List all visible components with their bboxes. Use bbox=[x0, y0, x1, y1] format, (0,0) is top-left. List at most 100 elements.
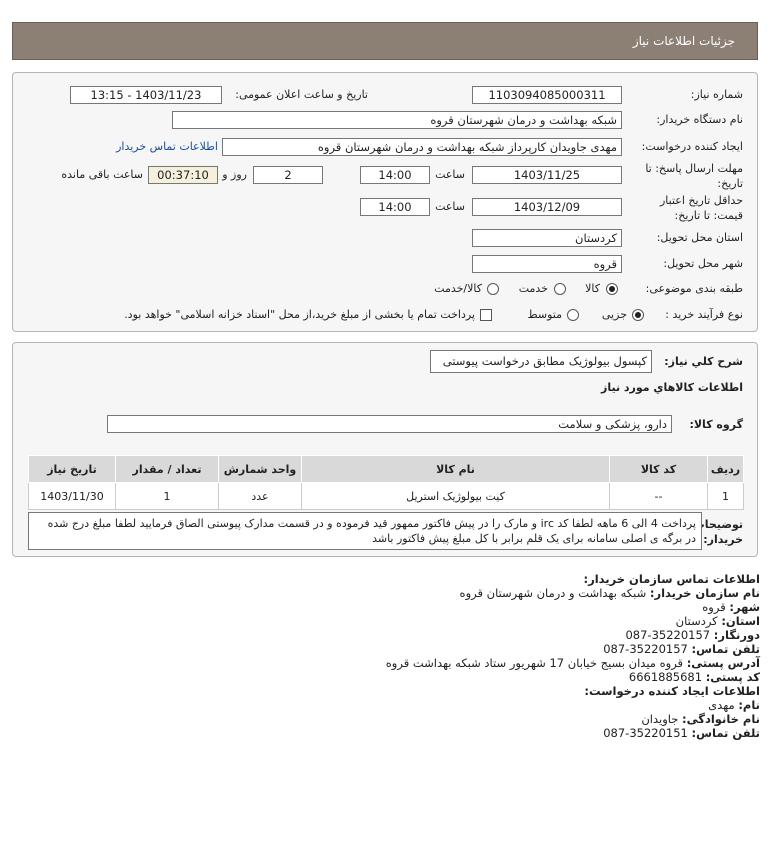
contact-value: شبکه بهداشت و درمان شهرستان قروه bbox=[459, 586, 647, 600]
field-value: 2 bbox=[253, 166, 323, 184]
field-label: ساعت باقی مانده bbox=[61, 168, 143, 181]
field-value: قروه bbox=[472, 255, 622, 273]
contact-link[interactable]: اطلاعات تماس خریدار bbox=[116, 140, 218, 153]
table-row: 1 -- کیت بیولوژیک استریل عدد 1 1403/11/3… bbox=[28, 482, 744, 510]
field-label: ایجاد کننده درخواست: bbox=[641, 140, 743, 153]
contact-value: 087-35220157 bbox=[603, 642, 688, 656]
field-value: کپسول بیولوژیک مطابق درخواست پیوستی bbox=[430, 350, 652, 373]
contact-label: استان: bbox=[721, 614, 760, 628]
field-value: شبکه بهداشت و درمان شهرستان قروه bbox=[172, 111, 622, 129]
checkbox-label: پرداخت تمام یا بخشی از مبلغ خرید،از محل … bbox=[124, 308, 475, 321]
contact-label: اطلاعات ایجاد کننده درخواست: bbox=[584, 684, 760, 698]
contact-line: نام سازمان خریدار: شبکه بهداشت و درمان ش… bbox=[460, 586, 760, 600]
field-label: ساعت bbox=[435, 200, 465, 213]
contact-line: تلفن تماس: 087-35220157 bbox=[603, 642, 760, 656]
radio[interactable] bbox=[554, 283, 566, 295]
field-label: مهلت ارسال پاسخ: تا bbox=[645, 162, 743, 175]
contact-value: قروه میدان بسیج خیابان 17 شهریور ستاد شب… bbox=[385, 656, 684, 670]
radio[interactable] bbox=[567, 309, 579, 321]
cell: -- bbox=[609, 482, 708, 510]
field-value: مهدی جاویدان کارپرداز شبکه بهداشت و درما… bbox=[222, 138, 622, 156]
field-label: نام دستگاه خریدار: bbox=[656, 113, 743, 126]
header-title: جزئیات اطلاعات نیاز bbox=[632, 34, 735, 48]
cell: 1 bbox=[115, 482, 219, 510]
contact-label: نام خانوادگی: bbox=[682, 712, 760, 726]
field-value: 1403/12/09 bbox=[472, 198, 622, 216]
field-label: حداقل تاریخ اعتبار bbox=[659, 194, 743, 207]
header-bar: جزئیات اطلاعات نیاز bbox=[12, 22, 758, 60]
contact-label: شهر: bbox=[729, 600, 760, 614]
cell: 1403/11/30 bbox=[28, 482, 116, 510]
contact-value: مهدی bbox=[708, 698, 735, 712]
radio-label: کالا bbox=[585, 282, 600, 295]
field-value: 1403/11/23 - 13:15 bbox=[70, 86, 222, 104]
contact-line: کد پستی: 6661885681 bbox=[629, 670, 760, 684]
field-value: 00:37:10 bbox=[148, 166, 218, 184]
table-header: ردیف کد کالا نام کالا واحد شمارش تعداد /… bbox=[28, 455, 744, 483]
contact-line: شهر: قروه bbox=[702, 600, 760, 614]
goods-table: ردیف کد کالا نام کالا واحد شمارش تعداد /… bbox=[28, 455, 744, 510]
contact-label: دورنگار: bbox=[713, 628, 760, 642]
contact-line: اطلاعات ایجاد کننده درخواست: bbox=[584, 684, 760, 698]
contact-line: تلفن تماس: 087-35220151 bbox=[603, 726, 760, 740]
contact-line: آدرس پستی: قروه میدان بسیج خیابان 17 شهر… bbox=[386, 656, 760, 670]
field-value: 1403/11/25 bbox=[472, 166, 622, 184]
field-value: کردستان bbox=[472, 229, 622, 247]
field-label: گروه کالا: bbox=[689, 418, 743, 431]
column-header: واحد شمارش bbox=[218, 455, 302, 483]
contact-line: دورنگار: 087-35220157 bbox=[625, 628, 760, 642]
field-label: استان محل تحویل: bbox=[656, 231, 743, 244]
contact-label: تلفن تماس: bbox=[691, 642, 760, 656]
field-value: دارو، پزشکی و سلامت bbox=[107, 415, 672, 433]
field-label: شرح کلي نياز: bbox=[664, 355, 743, 368]
radio-label: کالا/خدمت bbox=[434, 282, 482, 295]
radio-label: خدمت bbox=[518, 282, 548, 295]
column-header: ردیف bbox=[707, 455, 744, 483]
field-label: توضیحات bbox=[693, 518, 743, 531]
field-label: تاریخ و ساعت اعلان عمومی: bbox=[235, 88, 368, 101]
contact-label: کد پستی: bbox=[705, 670, 760, 684]
radio[interactable] bbox=[487, 283, 499, 295]
column-header: تاریخ نیاز bbox=[28, 455, 116, 483]
field-value: 14:00 bbox=[360, 166, 430, 184]
contact-value: 087-35220157 bbox=[625, 628, 711, 642]
cell: کیت بیولوژیک استریل bbox=[301, 482, 610, 510]
contact-label: آدرس پستی: bbox=[686, 656, 760, 670]
field-label: شهر محل تحویل: bbox=[663, 257, 743, 270]
contact-value: قروه bbox=[702, 600, 726, 614]
field-label: قیمت: تا تاریخ: bbox=[674, 209, 743, 222]
radio-label: جزیی bbox=[601, 308, 627, 321]
contact-line: استان: کردستان bbox=[676, 614, 760, 628]
contact-value: 6661885681 bbox=[628, 670, 703, 684]
contact-label: نام سازمان خریدار: bbox=[649, 586, 760, 600]
contact-label: نام: bbox=[738, 698, 760, 712]
checkbox[interactable] bbox=[480, 309, 492, 321]
column-header: نام کالا bbox=[301, 455, 610, 483]
field-label: روز و bbox=[222, 168, 247, 181]
field-label: خریدار: bbox=[703, 533, 743, 546]
radio-label: متوسط bbox=[527, 308, 562, 321]
radio[interactable] bbox=[632, 309, 644, 321]
contact-value: 087-35220151 bbox=[603, 726, 688, 740]
field-label: تاریخ: bbox=[717, 177, 743, 190]
section-title: اطلاعات کالاهاي مورد نياز bbox=[601, 381, 743, 394]
cell: عدد bbox=[218, 482, 302, 510]
contact-value: جاویدان bbox=[641, 712, 679, 726]
contact-label: تلفن تماس: bbox=[691, 726, 760, 740]
column-header: کد کالا bbox=[609, 455, 708, 483]
column-header: تعداد / مقدار bbox=[115, 455, 219, 483]
contact-line: نام خانوادگی: جاویدان bbox=[641, 712, 760, 726]
field-label: نوع فرآیند خرید : bbox=[665, 308, 743, 321]
contact-label: اطلاعات تماس سازمان خریدار: bbox=[583, 572, 760, 586]
contact-line: اطلاعات تماس سازمان خریدار: bbox=[583, 572, 760, 586]
contact-line: نام: مهدی bbox=[708, 698, 760, 712]
field-value: 1103094085000311 bbox=[472, 86, 622, 104]
notes: پرداخت 4 الی 6 ماهه لطفا کد irc و مارک ر… bbox=[28, 512, 702, 550]
field-label: طبقه بندی موضوعی: bbox=[645, 282, 743, 295]
cell: 1 bbox=[707, 482, 744, 510]
field-label: شماره نیاز: bbox=[690, 88, 743, 101]
radio[interactable] bbox=[606, 283, 618, 295]
field-value: 14:00 bbox=[360, 198, 430, 216]
contact-value: کردستان bbox=[675, 614, 718, 628]
